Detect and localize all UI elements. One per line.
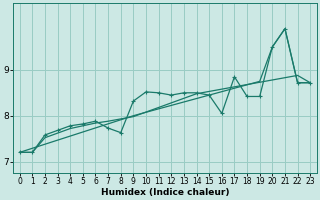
X-axis label: Humidex (Indice chaleur): Humidex (Indice chaleur) [101, 188, 229, 197]
